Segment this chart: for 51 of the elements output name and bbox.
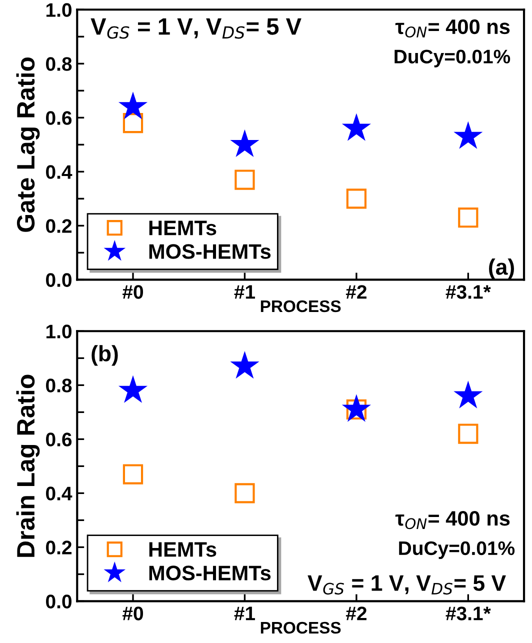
point bbox=[342, 394, 371, 422]
legend-label: MOS-HEMTs bbox=[149, 566, 271, 580]
y-tick-label: 0.4 bbox=[46, 486, 72, 500]
y-tick-label: 1.0 bbox=[46, 3, 72, 17]
point bbox=[122, 112, 144, 134]
point bbox=[118, 92, 148, 120]
y-tick-label: 0.4 bbox=[46, 165, 72, 179]
y-tick-label: 0.0 bbox=[46, 594, 72, 608]
point bbox=[122, 464, 144, 484]
y-tick-label: 0.0 bbox=[46, 273, 72, 287]
y-tick-label: 0.6 bbox=[46, 432, 72, 446]
x-tick-label: #0 bbox=[122, 606, 144, 620]
y-axis-title: Gate Lag Ratio bbox=[16, 57, 40, 232]
legend-label: MOS-HEMTs bbox=[149, 244, 271, 259]
point bbox=[230, 129, 260, 158]
point bbox=[458, 424, 478, 444]
y-tick-label: 1.0 bbox=[46, 324, 72, 338]
point bbox=[118, 375, 148, 403]
annotation: (b) bbox=[92, 345, 118, 366]
y-tick-label: 0.8 bbox=[46, 378, 72, 392]
x-tick-label: #1 bbox=[234, 285, 255, 299]
y-tick-label: 0.2 bbox=[46, 540, 72, 554]
x-tick-label: #3.1* bbox=[446, 285, 491, 299]
annotation: τ$_{ON}$= 400 ns bbox=[395, 19, 510, 38]
point bbox=[342, 113, 371, 141]
point bbox=[346, 188, 367, 209]
x-tick-label: #1 bbox=[234, 606, 255, 620]
legend-label: HEMTs bbox=[149, 220, 216, 236]
x-tick-label: #2 bbox=[346, 606, 366, 620]
x-tick-label: #3.1* bbox=[446, 606, 491, 620]
point bbox=[458, 208, 478, 228]
annotation: (a) bbox=[489, 258, 514, 280]
x-axis-title: PROCESS bbox=[260, 622, 341, 634]
annotation: DuCy=0.01% bbox=[399, 541, 515, 559]
y-tick-label: 0.6 bbox=[46, 111, 72, 125]
x-tick-label: #0 bbox=[122, 285, 144, 299]
annotation: V$_{GS}$ = 1 V, V$_{DS}$= 5 V bbox=[90, 18, 302, 39]
y-axis-title: Drain Lag Ratio bbox=[16, 374, 40, 557]
y-tick-label: 0.2 bbox=[46, 219, 72, 233]
point bbox=[454, 380, 483, 408]
x-tick-label: #2 bbox=[346, 285, 366, 299]
point bbox=[454, 121, 483, 149]
x-axis-title: PROCESS bbox=[260, 300, 341, 312]
y-tick-label: 0.8 bbox=[46, 57, 72, 71]
legend-label: HEMTs bbox=[149, 542, 216, 557]
point bbox=[234, 483, 255, 504]
point bbox=[234, 170, 255, 190]
annotation: DuCy=0.01% bbox=[394, 50, 510, 68]
annotation: V$_{GS}$ = 1 V, V$_{DS}$= 5 V bbox=[308, 575, 506, 595]
point bbox=[230, 350, 260, 379]
annotation: τ$_{ON}$= 400 ns bbox=[395, 510, 510, 530]
